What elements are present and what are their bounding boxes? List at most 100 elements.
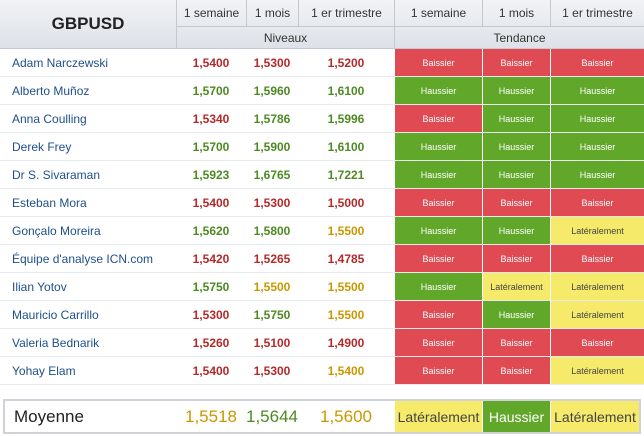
analyst-name: Derek Frey bbox=[12, 139, 72, 154]
level-value: 1,5400 bbox=[192, 195, 230, 210]
level-value: 1,5500 bbox=[327, 279, 365, 294]
levels-group-header: Niveaux bbox=[176, 26, 394, 48]
trend-badge: Latéralement bbox=[482, 273, 550, 300]
trend-badge: Baissier bbox=[394, 301, 482, 328]
level-value: 1,4785 bbox=[327, 251, 365, 266]
trend-badge: Latéralement bbox=[550, 273, 644, 300]
level-value: 1,5100 bbox=[253, 335, 291, 350]
analyst-name: Mauricio Carrillo bbox=[12, 307, 99, 322]
level-value: 1,5750 bbox=[192, 279, 230, 294]
trend-badge: Haussier bbox=[482, 301, 550, 328]
level-value: 1,5340 bbox=[192, 111, 230, 126]
table-row: Anna Coulling 1,5340 1,5786 1,5996 Baissier H… bbox=[0, 105, 644, 133]
level-value: 1,5300 bbox=[253, 363, 291, 378]
level-value: 1,5996 bbox=[327, 111, 365, 126]
level-value: 1,5700 bbox=[192, 139, 230, 154]
level-value: 1,5800 bbox=[253, 223, 291, 238]
trend-badge: Baissier bbox=[550, 49, 644, 76]
trend-badge: Haussier bbox=[482, 133, 550, 160]
trend-group-header: Tendance bbox=[394, 26, 644, 48]
trend-badge: Baissier bbox=[482, 245, 550, 272]
average-trend-1-week: Latéralement bbox=[394, 401, 482, 432]
analyst-name: Valeria Bednarik bbox=[12, 335, 100, 350]
analyst-name: Équipe d'analyse ICN.com bbox=[12, 251, 154, 266]
level-value: 1,5300 bbox=[253, 55, 291, 70]
table-row: Alberto Muñoz 1,5700 1,5960 1,6100 Haussier H… bbox=[0, 77, 644, 105]
level-value: 1,6765 bbox=[253, 167, 291, 182]
average-trend-1-quarter: Latéralement bbox=[550, 401, 639, 432]
level-value: 1,6100 bbox=[327, 83, 365, 98]
trend-col-1-month: 1 mois bbox=[482, 0, 550, 26]
trend-badge: Haussier bbox=[394, 77, 482, 104]
trend-badge: Baissier bbox=[394, 357, 482, 384]
analyst-name: Yohay Elam bbox=[12, 363, 76, 378]
trend-badge: Haussier bbox=[482, 217, 550, 244]
level-value: 1,5620 bbox=[192, 223, 230, 238]
level-value: 1,5400 bbox=[327, 363, 365, 378]
table-row: Adam Narczewski 1,5400 1,5300 1,5200 Baissie… bbox=[0, 49, 644, 77]
trend-badge: Haussier bbox=[550, 77, 644, 104]
level-value: 1,5420 bbox=[192, 251, 230, 266]
trend-badge: Baissier bbox=[394, 329, 482, 356]
level-value: 1,5500 bbox=[253, 279, 291, 294]
trend-badge: Haussier bbox=[482, 105, 550, 132]
table-row: Esteban Mora 1,5400 1,5300 1,5000 Baissier Ba… bbox=[0, 189, 644, 217]
trend-badge: Latéralement bbox=[550, 301, 644, 328]
average-level-1-week: 1,5518 bbox=[185, 406, 237, 426]
analyst-name: Esteban Mora bbox=[12, 195, 87, 210]
average-level-1-month: 1,5644 bbox=[246, 406, 298, 426]
trend-badge: Baissier bbox=[394, 189, 482, 216]
trend-badge: Baissier bbox=[394, 49, 482, 76]
analyst-name: Adam Narczewski bbox=[12, 55, 109, 70]
level-value: 1,5960 bbox=[253, 83, 291, 98]
trend-badge: Baissier bbox=[482, 357, 550, 384]
trend-badge: Haussier bbox=[394, 217, 482, 244]
average-row: Moyenne 1,5518 1,5644 1,5600 Latéralemen… bbox=[3, 399, 641, 434]
level-value: 1,5265 bbox=[253, 251, 291, 266]
trend-badge: Haussier bbox=[394, 161, 482, 188]
trend-col-1-quarter: 1 er trimestre bbox=[550, 0, 644, 26]
level-value: 1,5750 bbox=[253, 307, 291, 322]
trend-badge: Haussier bbox=[550, 133, 644, 160]
level-value: 1,7221 bbox=[327, 167, 365, 182]
average-level-1-quarter: 1,5600 bbox=[320, 406, 372, 426]
level-value: 1,5500 bbox=[327, 223, 365, 238]
table-row: Yohay Elam 1,5400 1,5300 1,5400 Baissier Bais… bbox=[0, 357, 644, 385]
analyst-name: Gonçalo Moreira bbox=[12, 223, 101, 238]
level-value: 1,5700 bbox=[192, 83, 230, 98]
trend-badge: Haussier bbox=[550, 161, 644, 188]
levels-col-1-quarter: 1 er trimestre bbox=[298, 0, 394, 26]
average-label: Moyenne bbox=[14, 406, 84, 426]
level-value: 1,5400 bbox=[192, 55, 230, 70]
trend-badge: Baissier bbox=[550, 329, 644, 356]
level-value: 1,5923 bbox=[192, 167, 230, 182]
trend-badge: Haussier bbox=[482, 161, 550, 188]
table-row: Équipe d'analyse ICN.com 1,5420 1,5265 1,47… bbox=[0, 245, 644, 273]
table-row: Ilian Yotov 1,5750 1,5500 1,5500 Haussier Lat… bbox=[0, 273, 644, 301]
average-trend-1-month: Haussier bbox=[482, 401, 550, 432]
trend-badge: Haussier bbox=[394, 273, 482, 300]
page-title: GBPUSD bbox=[51, 14, 125, 33]
levels-col-1-month: 1 mois bbox=[246, 0, 298, 26]
analyst-name: Ilian Yotov bbox=[12, 279, 67, 294]
level-value: 1,5900 bbox=[253, 139, 291, 154]
trend-badge: Baissier bbox=[482, 189, 550, 216]
level-value: 1,5300 bbox=[253, 195, 291, 210]
table-row: Derek Frey 1,5700 1,5900 1,6100 Haussier Haus… bbox=[0, 133, 644, 161]
analyst-name: Dr S. Sivaraman bbox=[12, 167, 101, 182]
trend-badge: Baissier bbox=[482, 329, 550, 356]
level-value: 1,5400 bbox=[192, 363, 230, 378]
level-value: 1,5300 bbox=[192, 307, 230, 322]
trend-badge: Baissier bbox=[482, 49, 550, 76]
trend-badge: Baissier bbox=[550, 189, 644, 216]
trend-badge: Latéralement bbox=[550, 357, 644, 384]
trend-badge: Haussier bbox=[482, 77, 550, 104]
trend-badge: Baissier bbox=[394, 245, 482, 272]
level-value: 1,5500 bbox=[327, 307, 365, 322]
trend-col-1-week: 1 semaine bbox=[394, 0, 482, 26]
trend-badge: Haussier bbox=[550, 105, 644, 132]
analyst-name: Anna Coulling bbox=[12, 111, 87, 126]
trend-badge: Baissier bbox=[550, 245, 644, 272]
trend-badge: Latéralement bbox=[550, 217, 644, 244]
